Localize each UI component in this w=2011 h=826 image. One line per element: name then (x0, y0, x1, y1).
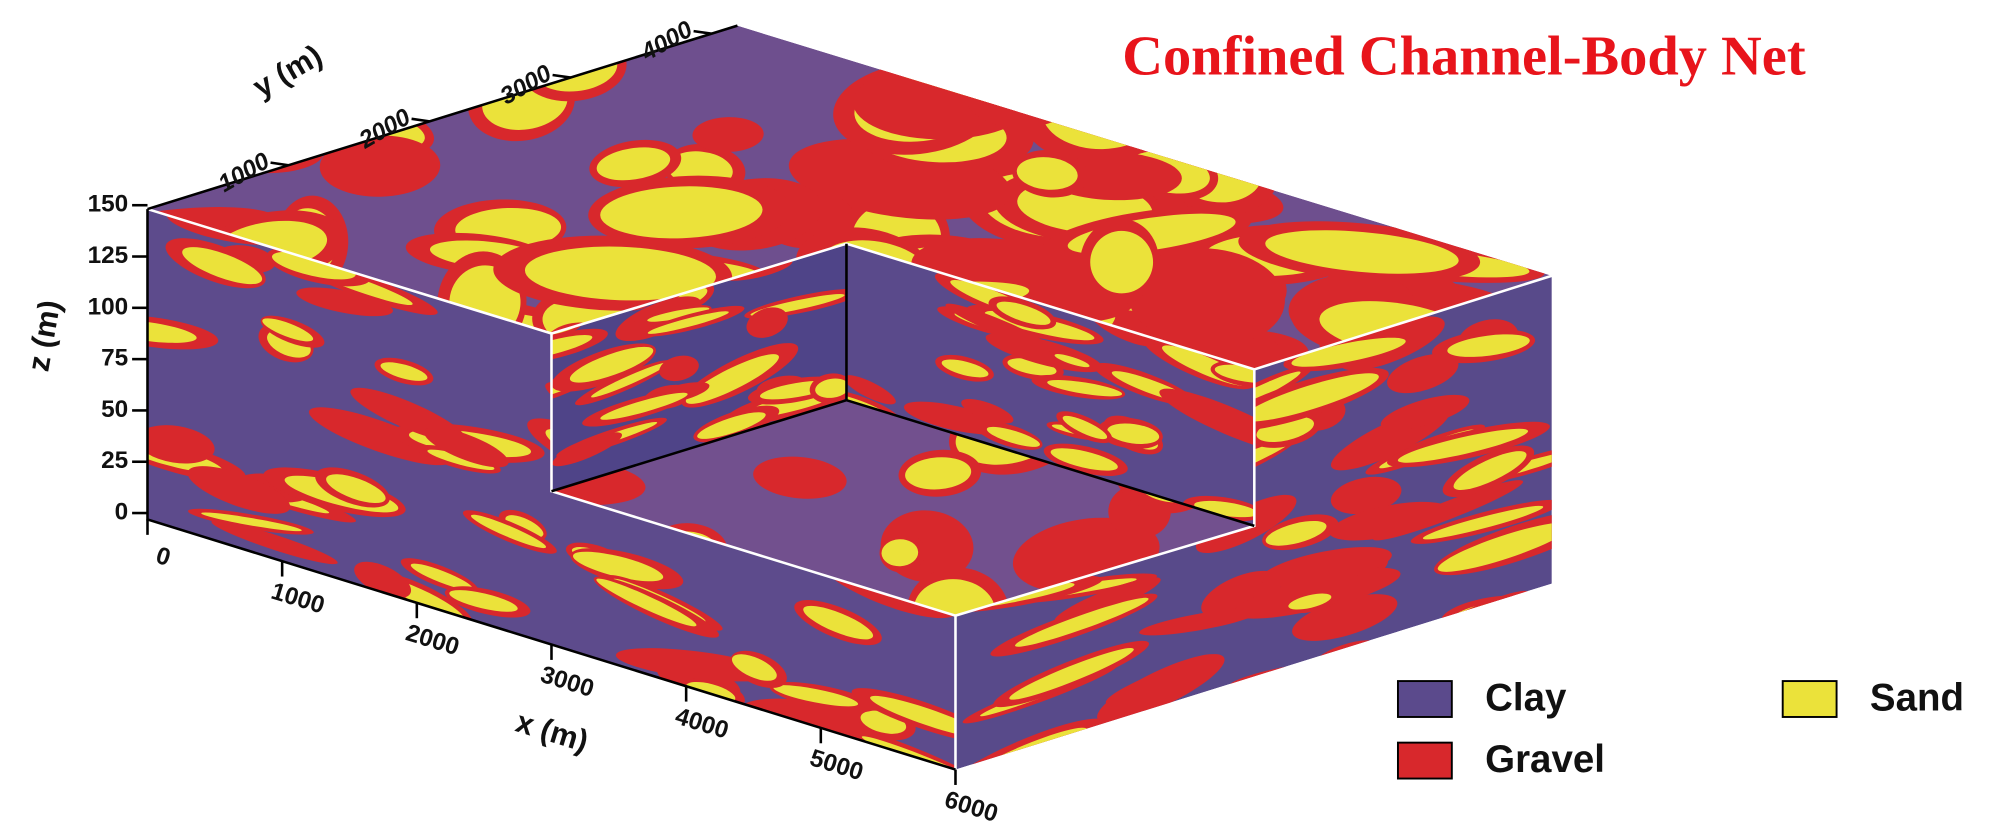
sand-body (1208, 725, 1274, 767)
legend-label: Gravel (1485, 738, 1605, 781)
sand-body (229, 658, 278, 696)
sand-body (1521, 614, 1590, 644)
x-tick-label: 5000 (807, 745, 867, 787)
gravel-body (99, 98, 269, 161)
gravel-body (76, 704, 228, 798)
sand-body (303, 671, 408, 735)
gravel-body (221, 649, 284, 702)
z-axis-label: z (m) (20, 297, 67, 374)
sand-body (1226, 670, 1358, 746)
gravel-body (99, 605, 239, 653)
gravel-body (1505, 608, 1593, 652)
sand-body (86, 712, 205, 783)
gravel-body (91, 563, 269, 604)
y-tick (553, 75, 571, 78)
gravel-body (136, 659, 205, 701)
z-tick-label: 100 (88, 293, 129, 320)
sand-body (193, 12, 263, 71)
y-tick (271, 163, 289, 166)
sand-body (170, 585, 282, 639)
z-tick-label: 25 (101, 447, 128, 474)
z-tick-label: 0 (115, 498, 129, 525)
gravel-body (119, 92, 204, 130)
y-axis-label: y (m) (247, 38, 328, 105)
body: Confined Channel-Body Net z (m) x (m) y … (0, 0, 2011, 826)
y-tick (694, 31, 712, 34)
z-tick-label: 50 (101, 396, 128, 423)
x-tick-label: 2000 (403, 619, 463, 661)
page: {"title": "Confined Channel-Body Net", "… (0, 0, 2011, 826)
gravel-body (409, 699, 510, 735)
sand-body (138, 742, 227, 781)
legend-swatch (1398, 681, 1452, 717)
gravel-body (122, 733, 236, 787)
title: Confined Channel-Body Net (1122, 25, 1806, 87)
figure: Confined Channel-Body Net z (m) x (m) y … (0, 0, 2011, 826)
gravel-body (94, 546, 269, 648)
z-tick-label: 75 (101, 345, 128, 372)
x-tick-label: 0 (153, 542, 174, 572)
gravel-body (1449, 112, 1621, 242)
legend-label: Sand (1870, 676, 1964, 719)
x-tick-label: 1000 (268, 578, 328, 620)
x-tick-label: 3000 (537, 661, 597, 703)
x-axis-label: x (m) (512, 704, 593, 759)
x-tick-label: 4000 (672, 703, 732, 745)
sand-body (383, 30, 493, 102)
z-tick-label: 150 (88, 191, 129, 218)
legend-label: Clay (1485, 676, 1567, 719)
sand-body (315, 668, 376, 707)
gravel-body (1400, 175, 1494, 229)
z-tick-label: 125 (88, 242, 129, 269)
sand-body (118, 561, 256, 638)
sand-body (1463, 86, 1609, 118)
sand-body (589, 682, 646, 719)
gravel-body (371, 18, 510, 116)
gravel-body (290, 660, 424, 745)
gravel-body (302, 670, 470, 757)
legend: Clay Sand Gravel (1398, 676, 1964, 781)
legend-swatch (1398, 743, 1452, 779)
sand-body (171, 93, 319, 147)
sand-body (1269, 658, 1399, 729)
sand-body (329, 685, 461, 751)
gravel-body (311, 661, 389, 716)
legend-swatch (1783, 681, 1837, 717)
sand-body (579, 739, 632, 777)
gravel-body (1194, 719, 1279, 777)
sand-body (1457, 127, 1593, 224)
sand-body (207, 651, 267, 688)
x-tick-label: 6000 (941, 786, 1001, 826)
y-tick (412, 119, 430, 122)
gravel-body (198, 643, 275, 696)
